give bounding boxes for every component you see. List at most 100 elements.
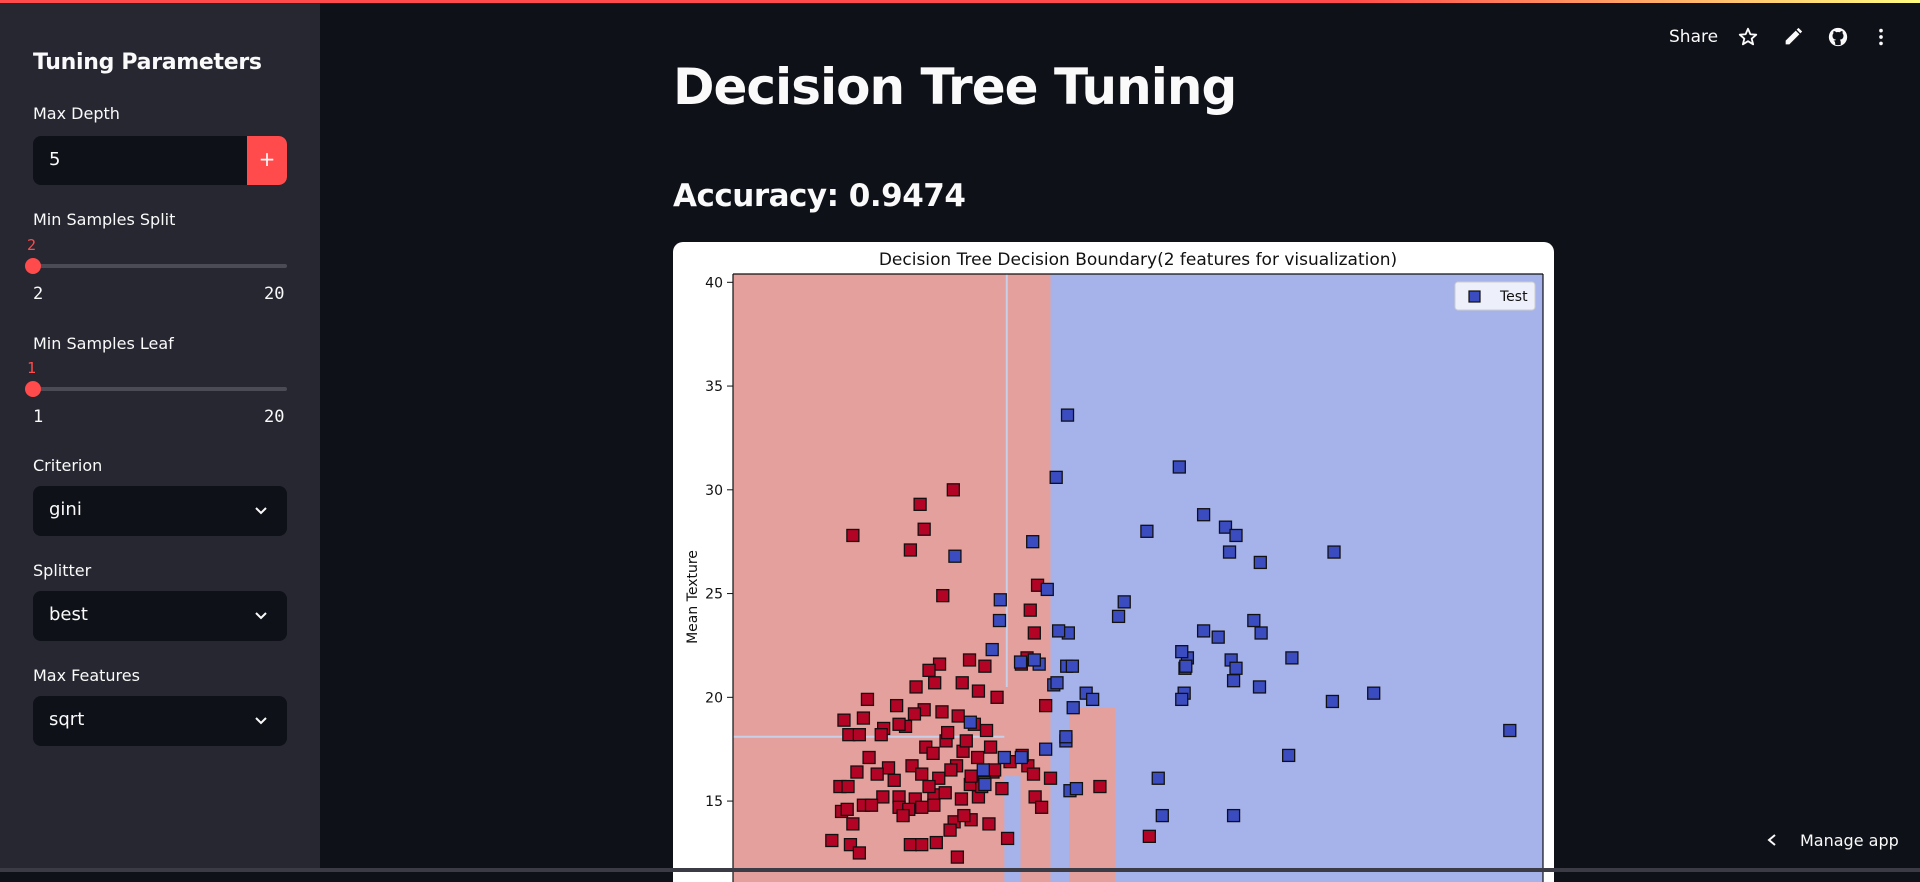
red-data-point: [946, 483, 960, 497]
blue-data-point: [1040, 582, 1054, 597]
red-data-point: [938, 786, 952, 800]
blue-data-point: [992, 613, 1007, 628]
blue-data-point: [1367, 686, 1381, 700]
blue-data-point: [1039, 742, 1053, 756]
min-samples-leaf-label: Min Samples Leaf: [33, 334, 174, 353]
red-data-point: [978, 659, 992, 673]
criterion-select[interactable]: gini: [33, 486, 287, 536]
red-data-point: [841, 779, 855, 794]
blue-data-point: [1151, 771, 1165, 785]
blue-data-point: [1059, 730, 1073, 744]
max-depth-value[interactable]: 5: [49, 149, 61, 170]
red-data-point: [957, 808, 971, 823]
y-tick-label: 30: [705, 483, 723, 499]
red-data-point: [962, 653, 977, 667]
chevron-left-icon[interactable]: [1764, 832, 1780, 848]
red-data-point: [922, 779, 936, 794]
min-samples-split-min: 2: [33, 284, 44, 304]
blue-data-point: [963, 715, 977, 729]
red-data-point: [929, 835, 943, 850]
min-samples-split-track[interactable]: [33, 264, 287, 268]
blue-data-point: [1253, 555, 1267, 570]
red-data-point: [915, 800, 929, 814]
pencil-icon[interactable]: [1782, 26, 1804, 48]
increment-button[interactable]: +: [247, 136, 287, 185]
blue-data-point: [1226, 808, 1241, 823]
red-data-point: [903, 837, 918, 852]
red-data-point: [903, 543, 918, 557]
blue-data-point: [1229, 661, 1243, 675]
red-data-point: [922, 663, 936, 677]
blue-data-point: [1285, 651, 1299, 665]
blue-data-point: [1175, 645, 1189, 659]
red-data-point: [927, 798, 941, 812]
min-samples-leaf-value: 1: [27, 359, 37, 377]
red-data-point: [837, 713, 851, 727]
blue-data-point: [976, 763, 990, 777]
red-data-point: [852, 846, 867, 860]
blue-data-point: [1069, 781, 1084, 796]
share-button[interactable]: Share: [1669, 27, 1719, 47]
blue-data-point: [1229, 528, 1243, 543]
red-data-point: [1093, 779, 1107, 794]
splitter-select[interactable]: best: [33, 591, 287, 641]
legend-label: Test: [1499, 289, 1528, 305]
min-samples-leaf-thumb[interactable]: [25, 381, 41, 397]
min-samples-leaf-max: 20: [264, 407, 285, 427]
blue-data-point: [1218, 520, 1233, 534]
min-samples-leaf-track[interactable]: [33, 387, 287, 391]
blue-data-point: [1254, 626, 1268, 640]
red-data-point: [862, 750, 876, 765]
red-data-point: [876, 790, 890, 804]
red-data-point: [982, 817, 996, 831]
manage-app-button[interactable]: Manage app: [1800, 831, 1899, 850]
max-features-label: Max Features: [33, 666, 140, 685]
star-icon[interactable]: [1737, 26, 1759, 48]
legend-marker: [1468, 290, 1481, 303]
blue-data-point: [978, 777, 992, 792]
red-data-point: [932, 771, 946, 785]
red-data-point: [954, 792, 969, 806]
github-icon[interactable]: [1827, 26, 1849, 48]
min-samples-split-thumb[interactable]: [25, 258, 41, 274]
red-data-point: [905, 759, 919, 773]
legend-box: [1454, 281, 1536, 311]
blue-data-point: [1085, 692, 1100, 707]
red-data-point: [1142, 829, 1156, 843]
red-data-point: [951, 709, 965, 723]
y-tick-label: 20: [705, 690, 723, 706]
y-axis-label: Mean Texture: [685, 550, 701, 644]
red-data-point: [936, 588, 950, 603]
blue-data-point: [993, 593, 1007, 607]
blue-data-point: [1051, 624, 1066, 638]
blue-data-point: [1014, 750, 1029, 765]
red-data-point: [860, 692, 875, 707]
red-data-point: [917, 522, 931, 536]
red-data-point: [1000, 831, 1015, 846]
blue-data-point: [1327, 545, 1341, 559]
red-data-point: [881, 761, 896, 775]
red-data-point: [928, 676, 942, 690]
red-data-point: [935, 705, 949, 719]
max-features-select[interactable]: sqrt: [33, 696, 287, 746]
bottom-bar: [0, 868, 1920, 872]
red-data-point: [864, 798, 879, 812]
max-depth-input[interactable]: 5 − +: [33, 136, 287, 185]
chevron-down-icon: [255, 717, 267, 725]
blue-data-point: [1065, 659, 1080, 673]
blue-data-point: [1026, 535, 1040, 549]
red-data-point: [915, 767, 929, 781]
blue-data-point: [1325, 694, 1340, 709]
decision-region: [1050, 749, 1062, 882]
red-data-point: [987, 763, 1002, 777]
accuracy-heading: Accuracy: 0.9474: [673, 178, 966, 214]
chart-title: Decision Tree Decision Boundary(2 featur…: [879, 250, 1397, 270]
blue-data-point: [1140, 524, 1154, 538]
blue-data-point: [1027, 653, 1041, 667]
red-data-point: [1043, 771, 1058, 785]
red-data-point: [926, 746, 940, 760]
red-data-point: [840, 802, 854, 817]
blue-data-point: [985, 642, 999, 657]
more-vert-icon[interactable]: [1870, 26, 1892, 48]
red-data-point: [892, 717, 906, 731]
